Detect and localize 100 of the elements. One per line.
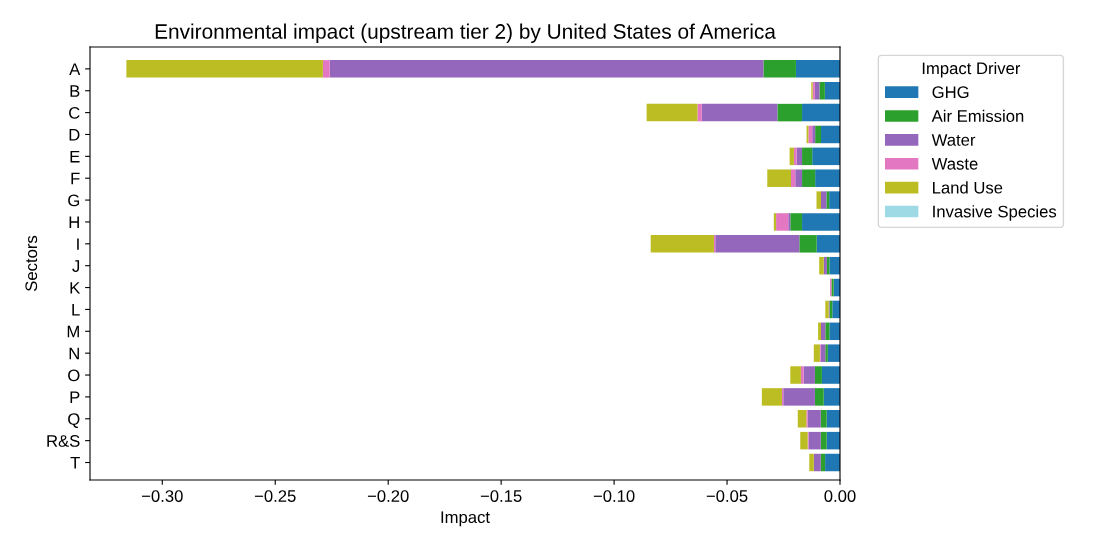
bar [803, 366, 815, 384]
y-tick-label: K [70, 282, 81, 294]
bar [823, 388, 840, 406]
bar [820, 431, 827, 450]
bar [701, 103, 778, 122]
y-tick-label: O [68, 369, 80, 382]
bar [827, 344, 840, 362]
bar [818, 322, 822, 341]
y-tick-label: B [70, 85, 80, 97]
x-tick-label: −0.25 [254, 490, 296, 502]
bar [773, 213, 777, 231]
bar [646, 103, 698, 122]
legend-label: Invasive Species [933, 205, 1057, 221]
bar [802, 147, 813, 166]
bar [815, 125, 822, 144]
bar [821, 125, 840, 144]
bar [813, 453, 821, 472]
y-tick-label: L [72, 304, 80, 316]
bar [821, 366, 840, 384]
bar [800, 366, 804, 384]
bar [322, 60, 330, 78]
bar [829, 191, 840, 209]
bar [802, 213, 840, 231]
x-tick-label: −0.30 [142, 490, 183, 502]
bar [783, 388, 815, 406]
bar [816, 191, 822, 209]
legend-label: Water [931, 134, 976, 146]
bar [808, 125, 813, 144]
bar [813, 344, 820, 362]
bar [820, 410, 827, 428]
bar [715, 235, 800, 253]
bar [808, 431, 821, 450]
bar [789, 147, 794, 166]
y-tick-label: D [69, 129, 80, 141]
x-tick-label: −0.15 [480, 490, 522, 502]
y-tick-label: F [71, 172, 80, 185]
bar [777, 103, 803, 122]
bar [826, 410, 840, 428]
x-tick-label: −0.10 [593, 490, 635, 502]
bar [809, 453, 814, 472]
bar [799, 235, 817, 253]
bar [829, 322, 840, 341]
x-tick-label: −0.05 [706, 490, 748, 502]
bar [793, 147, 797, 166]
y-tick-label: R&S [47, 435, 80, 447]
bar [819, 256, 824, 275]
y-tick-label: E [70, 150, 80, 163]
bar [825, 344, 828, 362]
bar [697, 103, 702, 122]
bar [788, 213, 791, 231]
bar [790, 366, 801, 384]
bar [812, 147, 840, 166]
y-tick-label: C [69, 107, 80, 119]
y-tick-label: T [70, 457, 80, 469]
legend-label: Waste [931, 158, 978, 170]
legend-label: Land Use [933, 181, 1003, 194]
y-tick-label: N [69, 347, 79, 360]
bar [815, 169, 840, 187]
x-tick-label: −0.20 [367, 490, 409, 502]
bar [819, 81, 825, 100]
legend-label: GHG [932, 86, 969, 99]
bar [829, 256, 840, 275]
bar [820, 453, 826, 472]
bar [329, 60, 764, 78]
y-tick-label: I [77, 238, 79, 250]
y-tick-label: A [69, 63, 81, 75]
y-tick-label: H [69, 216, 79, 228]
bar [814, 366, 822, 384]
x-tick-label: 0.00 [824, 490, 856, 502]
y-tick-label: J [72, 260, 80, 272]
y-tick-label: G [68, 194, 80, 207]
bar [816, 235, 840, 253]
bar [761, 388, 782, 406]
bar [795, 60, 840, 78]
bar [790, 213, 803, 231]
bar [776, 213, 789, 231]
bar [825, 322, 830, 341]
bar [650, 235, 714, 253]
bar [790, 169, 796, 187]
bar [802, 103, 840, 122]
bar [797, 410, 807, 428]
y-tick-label: M [67, 325, 79, 338]
bar [800, 431, 808, 450]
bar [821, 322, 826, 341]
bar [807, 410, 821, 428]
bar [763, 60, 796, 78]
bar [825, 453, 840, 472]
legend-title: Impact Driver [922, 62, 1021, 78]
bar [126, 60, 323, 78]
legend-label: Air Emission [931, 109, 1024, 122]
y-tick-label: P [70, 391, 80, 403]
bar [767, 169, 791, 187]
bar [824, 81, 840, 100]
y-tick-label: Q [68, 413, 80, 428]
x-axis-title: Impact [441, 511, 490, 527]
bar [802, 169, 816, 187]
y-axis-title: Sectors [25, 235, 38, 291]
bar [820, 344, 826, 362]
bar [814, 388, 824, 406]
bar [795, 169, 803, 187]
